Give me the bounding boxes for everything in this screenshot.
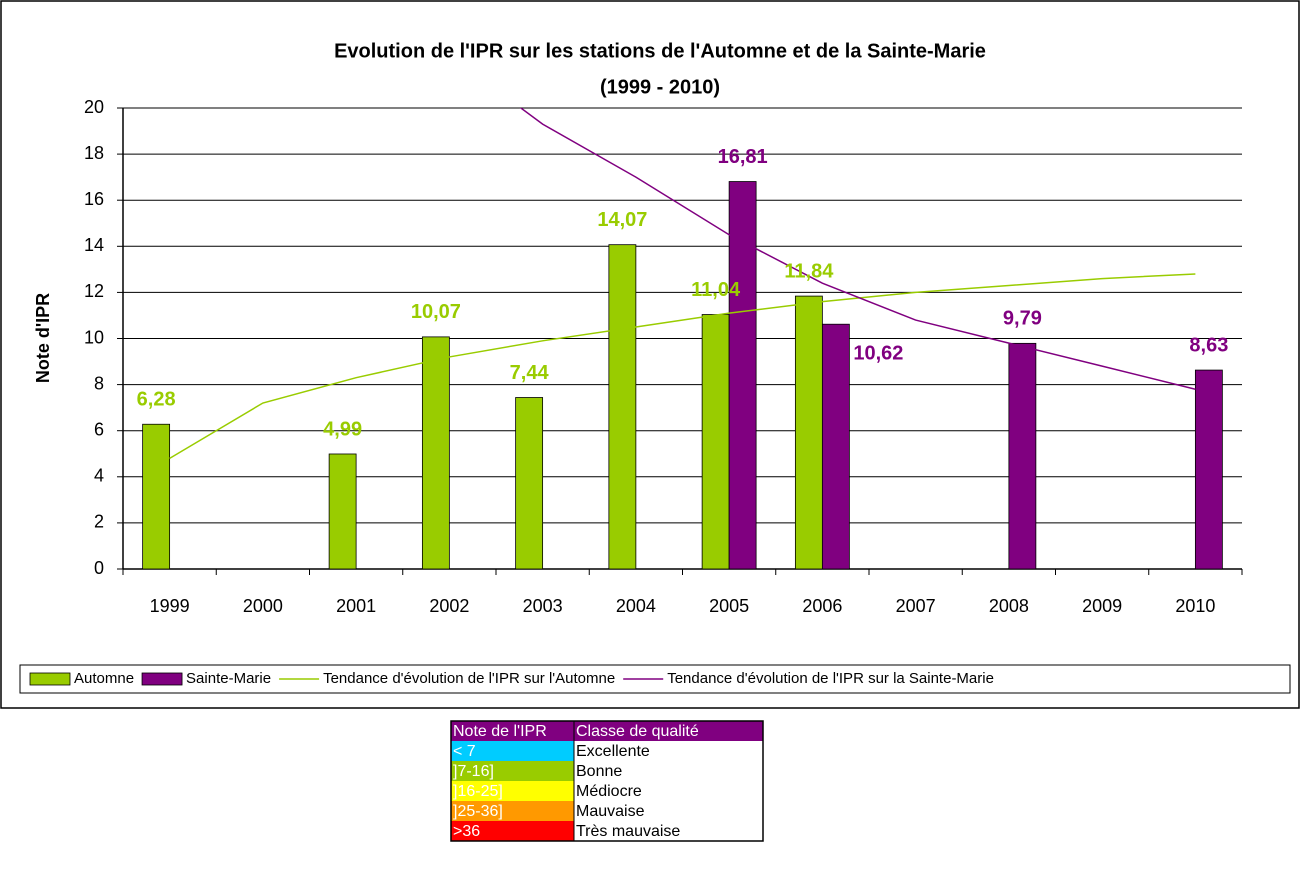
y-axis-label: Note d'IPR	[33, 293, 53, 383]
y-tick-label: 0	[94, 558, 104, 578]
bar	[1194, 369, 1223, 570]
data-label: 9,79	[1003, 308, 1042, 330]
bar	[728, 181, 757, 570]
data-label: 8,63	[1189, 334, 1228, 356]
data-label: 11,84	[784, 260, 834, 282]
x-tick-label: 2008	[989, 596, 1029, 616]
data-label: 4,99	[323, 418, 362, 440]
legend-swatch	[141, 672, 183, 686]
trend-line	[519, 108, 1196, 390]
table-cell: Médiocre	[576, 783, 642, 800]
table-cell: Mauvaise	[576, 803, 645, 820]
table-border	[450, 720, 764, 842]
x-tick-label: 2009	[1082, 596, 1122, 616]
table-header: Note de l'IPR	[453, 723, 547, 740]
table-cell: Bonne	[576, 763, 622, 780]
legend-label: Tendance d'évolution de l'IPR sur la Sai…	[667, 670, 994, 687]
table-header-bg	[451, 721, 763, 741]
y-tick-label: 4	[94, 466, 104, 486]
data-label: 16,81	[718, 146, 768, 168]
data-label: 10,62	[853, 342, 903, 364]
data-label: 10,07	[411, 301, 461, 323]
y-tick-label: 8	[94, 373, 104, 393]
data-label: 11,04	[691, 279, 741, 301]
x-tick-label: 2005	[709, 596, 749, 616]
bar	[821, 323, 850, 570]
x-tick-label: 2007	[896, 596, 936, 616]
chart-frame	[0, 0, 1300, 709]
bar	[608, 244, 637, 570]
data-label: 7,44	[510, 362, 550, 384]
bar	[1008, 342, 1037, 570]
chart-title: Evolution de l'IPR sur les stations de l…	[334, 40, 986, 62]
x-tick-label: 2010	[1175, 596, 1215, 616]
table-cell: ]7-16]	[453, 763, 494, 780]
table-cell: Très mauvaise	[576, 823, 680, 840]
x-tick-label: 2003	[523, 596, 563, 616]
bar	[515, 397, 544, 570]
legend-swatch	[29, 672, 71, 686]
y-tick-label: 18	[84, 143, 104, 163]
legend-label: Automne	[74, 670, 134, 687]
table-cell: ]25-36]	[453, 803, 503, 820]
bar	[794, 295, 823, 570]
x-tick-label: 2002	[429, 596, 469, 616]
y-tick-label: 16	[84, 189, 104, 209]
table-header: Classe de qualité	[576, 723, 699, 740]
table-cell: Excellente	[576, 743, 650, 760]
chart-title: (1999 - 2010)	[600, 76, 720, 98]
bar	[701, 314, 730, 570]
x-tick-label: 1999	[150, 596, 190, 616]
table-cell: >36	[453, 823, 480, 840]
x-tick-label: 2000	[243, 596, 283, 616]
data-label: 14,07	[597, 209, 647, 231]
y-tick-label: 2	[94, 512, 104, 532]
table-cell-bg	[451, 801, 574, 821]
x-tick-label: 2001	[336, 596, 376, 616]
trend-line	[169, 273, 1196, 460]
table-cell-bg	[451, 781, 574, 801]
y-tick-label: 6	[94, 419, 104, 439]
y-tick-label: 14	[84, 235, 104, 255]
x-tick-label: 2006	[802, 596, 842, 616]
y-tick-label: 20	[84, 97, 104, 117]
data-label: 6,28	[137, 389, 176, 411]
table-cell-bg	[451, 821, 574, 841]
table-cell-bg	[451, 741, 574, 761]
y-tick-label: 10	[84, 327, 104, 347]
table-cell: ]16-25]	[453, 783, 503, 800]
bar	[142, 423, 171, 570]
bar	[328, 453, 357, 570]
legend-label: Sainte-Marie	[186, 670, 271, 687]
bar	[421, 336, 450, 570]
table-cell: < 7	[453, 743, 476, 760]
x-tick-label: 2004	[616, 596, 656, 616]
y-tick-label: 12	[84, 281, 104, 301]
legend-label: Tendance d'évolution de l'IPR sur l'Auto…	[323, 670, 615, 687]
table-cell-bg	[451, 761, 574, 781]
